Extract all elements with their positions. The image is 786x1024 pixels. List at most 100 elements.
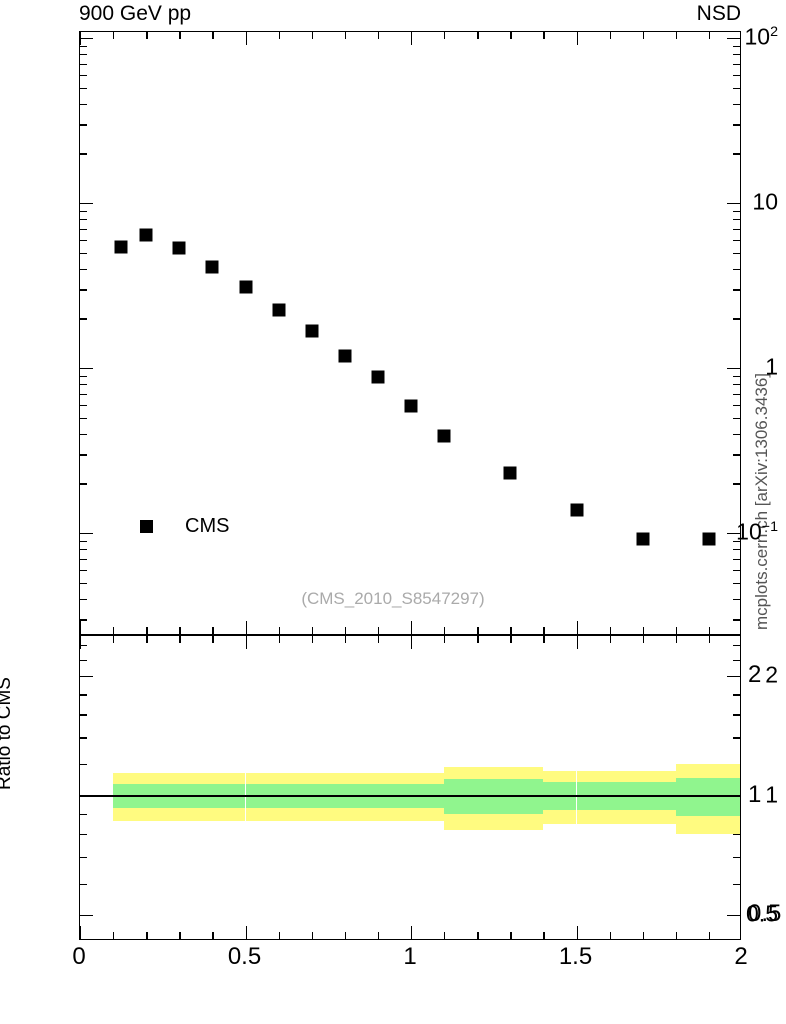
axis-tick — [278, 932, 280, 939]
ratio-plot-area — [80, 636, 740, 939]
x-axis-tick-label: 1.5 — [558, 943, 593, 970]
axis-tick — [727, 38, 740, 40]
axis-tick — [311, 636, 314, 643]
axis-tick — [80, 533, 93, 535]
axis-tick — [733, 74, 740, 76]
axis-tick — [733, 153, 740, 155]
axis-tick — [80, 433, 87, 436]
ratio-y-tick-label: 0.5 — [746, 900, 778, 927]
axis-tick — [543, 627, 545, 634]
axis-tick — [477, 627, 479, 634]
axis-tick — [609, 932, 611, 939]
axis-tick — [80, 619, 87, 621]
axis-tick — [642, 636, 645, 643]
axis-tick — [576, 32, 578, 45]
axis-tick — [80, 883, 87, 885]
axis-tick — [80, 32, 82, 45]
axis-tick — [80, 417, 87, 420]
axis-tick — [708, 627, 711, 634]
data-point-marker — [636, 532, 650, 546]
axis-tick — [278, 627, 280, 634]
axis-tick — [212, 636, 214, 643]
axis-tick — [733, 737, 740, 739]
axis-tick — [80, 393, 87, 395]
axis-tick — [80, 676, 93, 678]
axis-tick — [733, 644, 740, 646]
axis-tick — [80, 368, 93, 370]
axis-tick — [733, 454, 740, 456]
axis-tick — [543, 932, 545, 939]
axis-tick — [80, 582, 87, 585]
axis-tick — [444, 932, 446, 939]
data-point-marker — [404, 399, 418, 413]
axis-tick — [733, 433, 740, 436]
axis-tick — [609, 32, 611, 39]
axis-tick — [80, 540, 87, 542]
axis-tick — [80, 203, 93, 205]
axis-tick — [80, 644, 87, 646]
x-axis-tick-label: 0.5 — [227, 943, 262, 970]
axis-tick — [344, 32, 347, 39]
axis-tick — [733, 53, 740, 56]
axis-tick — [80, 239, 87, 241]
axis-tick — [708, 932, 711, 939]
axis-tick — [80, 318, 87, 320]
legend-marker-square — [140, 520, 153, 533]
axis-tick — [113, 932, 115, 939]
data-point-marker — [172, 241, 186, 255]
axis-tick — [708, 32, 711, 39]
ratio-uncertainty-band-inner — [675, 777, 740, 816]
main-plot-area — [80, 32, 740, 634]
axis-tick — [727, 915, 740, 917]
axis-tick — [733, 289, 740, 291]
axis-tick — [733, 883, 740, 885]
axis-tick — [477, 32, 479, 39]
axis-tick — [642, 627, 645, 634]
ratio-y-tick-label-right: 1 — [748, 780, 762, 808]
axis-tick — [733, 210, 740, 212]
x-axis-tick-label: 2 — [734, 943, 748, 970]
axis-tick — [733, 124, 740, 126]
axis-tick — [444, 32, 446, 39]
y-axis-tick-label: 102 — [744, 23, 778, 50]
axis-tick — [727, 368, 740, 370]
axis-tick — [609, 627, 611, 634]
y-axis-tick-label: 10 — [752, 188, 778, 215]
ratio-y-tick-label: 2 — [765, 661, 778, 688]
axis-tick — [146, 627, 148, 634]
legend-label-cms: CMS — [185, 515, 230, 537]
x-axis-tick-label: 0 — [72, 943, 86, 970]
axis-tick — [733, 268, 740, 271]
axis-tick — [80, 764, 87, 766]
axis-tick — [411, 32, 413, 45]
data-point-marker — [503, 466, 517, 480]
axis-tick — [80, 45, 87, 47]
axis-tick — [80, 737, 87, 739]
axis-tick — [377, 32, 380, 39]
axis-tick — [80, 569, 87, 571]
axis-tick — [80, 694, 87, 696]
axis-tick — [411, 926, 413, 939]
axis-tick — [733, 239, 740, 241]
ratio-y-tick-label-right: 2 — [748, 661, 762, 688]
axis-tick — [727, 533, 740, 535]
axis-tick — [733, 383, 740, 386]
data-point-marker — [371, 370, 385, 384]
axis-tick — [80, 548, 87, 551]
axis-tick — [675, 932, 678, 939]
axis-tick — [80, 598, 87, 601]
axis-tick — [510, 32, 512, 39]
axis-tick — [80, 228, 87, 230]
axis-tick — [245, 636, 247, 649]
y-axis-tick-label: 10−1 — [736, 518, 778, 545]
axis-tick — [80, 926, 82, 939]
axis-tick — [733, 228, 740, 230]
data-point-marker — [239, 280, 252, 294]
axis-tick — [733, 87, 740, 90]
ratio-reference-line — [80, 794, 740, 797]
axis-tick — [80, 454, 87, 456]
y-axis-tick-label: 1 — [765, 353, 778, 380]
axis-tick — [510, 627, 512, 634]
axis-tick — [80, 74, 87, 76]
axis-tick — [733, 218, 740, 221]
